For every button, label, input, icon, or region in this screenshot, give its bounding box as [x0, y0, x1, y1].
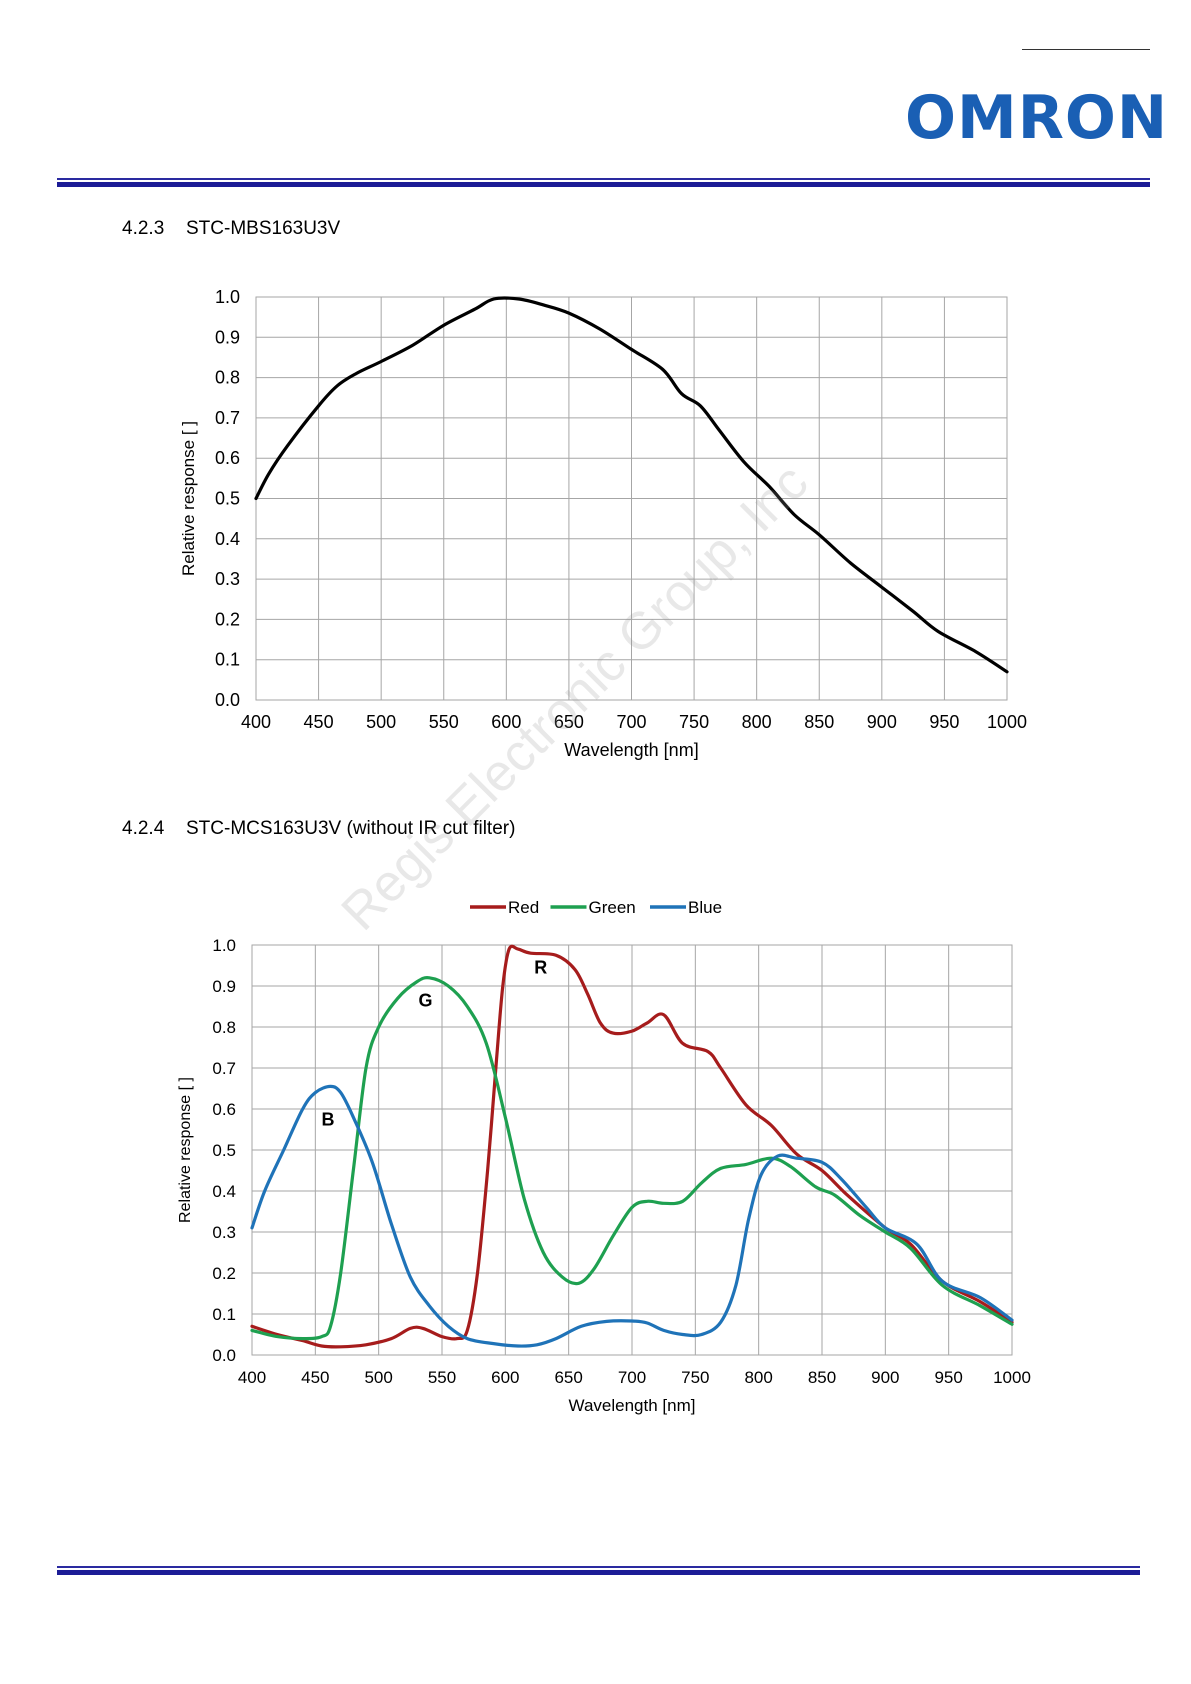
x-tick-label: 650 — [554, 1368, 582, 1387]
y-tick-label: 0.1 — [215, 650, 240, 670]
x-tick-label: 850 — [808, 1368, 836, 1387]
x-tick-label: 1000 — [993, 1368, 1031, 1387]
color-response-chart: 400 450 500 550 600 650 700 750 800 850 900 950 1000… — [177, 898, 1031, 1415]
x-tick-label: 600 — [491, 1368, 519, 1387]
x-tick-label: 950 — [929, 712, 959, 732]
y-tick-label: 0.8 — [212, 1018, 236, 1037]
y-tick-label: 0.0 — [212, 1346, 236, 1365]
header-rule — [1022, 49, 1150, 50]
x-tick-label: 550 — [429, 712, 459, 732]
x-tick-label: 400 — [238, 1368, 266, 1387]
legend-label-red: Red — [508, 898, 539, 917]
section-title-4-2-3: 4.2.3 STC-MBS163U3V — [122, 218, 340, 240]
y-tick-label: 0.2 — [212, 1264, 236, 1283]
x-tick-label: 900 — [867, 712, 897, 732]
x-axis-label: Wavelength [nm] — [569, 1396, 696, 1415]
y-tick-label: 0.9 — [212, 977, 236, 996]
section-number: 4.2.4 — [122, 818, 165, 839]
y-axis-label: Relative response [ ] — [177, 1077, 194, 1223]
x-tick-label: 950 — [934, 1368, 962, 1387]
series-line — [254, 296, 1009, 674]
footer-band — [57, 1566, 1140, 1576]
section-heading: STC-MCS163U3V (without IR cut filter) — [186, 818, 516, 839]
y-tick-label: 0.9 — [215, 327, 240, 347]
x-tick-label: 850 — [804, 712, 834, 732]
y-tick-label: 0.4 — [215, 529, 240, 549]
y-tick-label: 0.8 — [215, 368, 240, 388]
x-tick-label: 500 — [366, 712, 396, 732]
y-tick-label: 0.5 — [212, 1141, 236, 1160]
x-tick-label: 800 — [742, 712, 772, 732]
curve-label-g: G — [419, 991, 433, 1011]
x-tick-label: 600 — [491, 712, 521, 732]
y-tick-label: 0.6 — [215, 448, 240, 468]
y-tick-label: 0.3 — [212, 1223, 236, 1242]
curve-label-r: R — [534, 958, 547, 978]
section-heading: STC-MBS163U3V — [186, 218, 341, 239]
legend-label-green: Green — [589, 898, 636, 917]
curve-label-b: B — [322, 1109, 335, 1129]
y-tick-label: 0.1 — [212, 1305, 236, 1324]
x-tick-label: 450 — [301, 1368, 329, 1387]
y-tick-label: 1.0 — [215, 287, 240, 307]
y-tick-label: 1.0 — [212, 936, 236, 955]
y-tick-label: 0.6 — [212, 1100, 236, 1119]
x-tick-label: 700 — [618, 1368, 646, 1387]
mono-response-chart: 400 450 500 550 600 650 700 750 800 850 900 950 1000… — [179, 287, 1027, 760]
y-axis-label: Relative response [ ] — [179, 421, 198, 576]
x-tick-label: 650 — [554, 712, 584, 732]
legend: Red Green Blue — [470, 898, 722, 917]
y-tick-label: 0.3 — [215, 569, 240, 589]
section-number: 4.2.3 — [122, 218, 165, 239]
section-title-4-2-4: 4.2.4 STC-MCS163U3V (without IR cut filte… — [122, 818, 515, 840]
y-tick-label: 0.2 — [215, 609, 240, 629]
x-tick-label: 900 — [871, 1368, 899, 1387]
y-tick-label: 0.7 — [212, 1059, 236, 1078]
x-tick-label: 450 — [304, 712, 334, 732]
x-tick-label: 750 — [679, 712, 709, 732]
x-axis-label: Wavelength [nm] — [564, 740, 698, 760]
x-tick-label: 400 — [241, 712, 271, 732]
x-tick-label: 500 — [364, 1368, 392, 1387]
legend-label-blue: Blue — [688, 898, 722, 917]
plot-area — [251, 944, 1013, 1356]
series-line-green — [250, 976, 1014, 1341]
x-tick-label: 750 — [681, 1368, 709, 1387]
y-tick-label: 0.0 — [215, 690, 240, 710]
x-tick-label: 700 — [616, 712, 646, 732]
y-tick-label: 0.7 — [215, 408, 240, 428]
omron-logo: OMRON — [905, 83, 1169, 153]
x-tick-label: 550 — [428, 1368, 456, 1387]
x-tick-label: 1000 — [987, 712, 1027, 732]
y-tick-label: 0.4 — [212, 1182, 236, 1201]
header-band — [57, 178, 1150, 188]
y-tick-label: 0.5 — [215, 489, 240, 509]
series-line-blue — [250, 1084, 1014, 1348]
x-tick-label: 800 — [744, 1368, 772, 1387]
